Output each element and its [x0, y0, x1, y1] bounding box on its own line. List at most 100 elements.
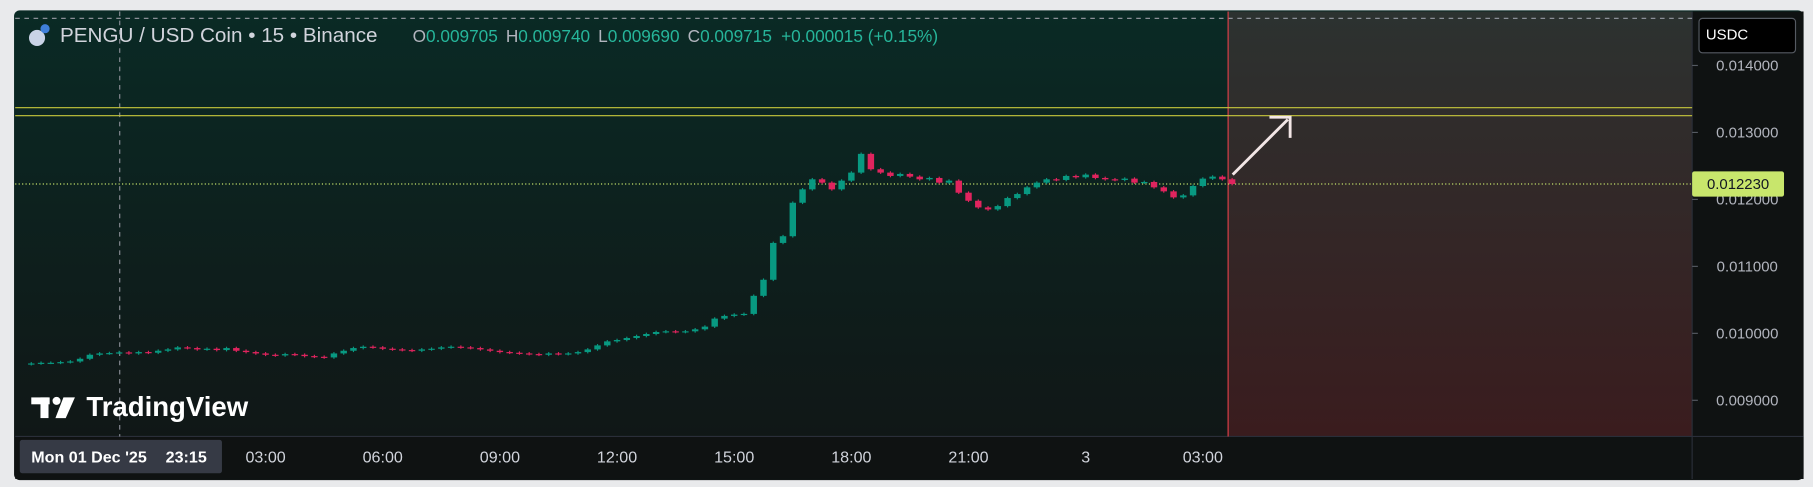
candle-body: [301, 354, 308, 357]
candle-body: [262, 353, 269, 355]
candle-body: [1141, 181, 1148, 184]
candle-body: [438, 347, 445, 349]
candle-body: [584, 349, 591, 353]
candle-body: [272, 354, 279, 356]
candle-body: [76, 358, 84, 362]
candle-body: [770, 242, 777, 280]
candle-body: [428, 348, 435, 350]
candle-body: [194, 348, 201, 350]
x-tick-label: 12:00: [597, 449, 637, 467]
candle-body: [877, 169, 884, 173]
candle-body: [291, 354, 299, 356]
x-tick-label: 09:00: [480, 449, 520, 467]
candle-body: [174, 347, 181, 350]
watermark: TradingView: [86, 391, 248, 422]
candle-body: [233, 348, 240, 351]
candle-body: [867, 153, 875, 170]
candle-body: [115, 352, 123, 354]
x-tick-label: 21:00: [948, 449, 988, 467]
price-axis: [1692, 11, 1804, 479]
logo-part: [55, 397, 75, 419]
candle-body: [652, 331, 660, 335]
ohlc-header: O0.009705 H0.009740 L0.009690 C0.009715 +0.0…: [413, 25, 938, 45]
forecast-zone: [1228, 11, 1693, 437]
candle-body: [1101, 177, 1109, 180]
candle-body: [1199, 178, 1207, 187]
candle-body: [1014, 194, 1021, 199]
candle-body: [350, 348, 357, 351]
candle-body: [37, 362, 45, 364]
candle-body: [662, 331, 670, 333]
plot: [15, 107, 1693, 366]
candle-body: [545, 353, 552, 355]
candle-body: [418, 349, 426, 351]
candle-body: [369, 346, 377, 348]
x-tick-label: 03:00: [245, 449, 285, 467]
candle-body: [994, 206, 1002, 210]
candle-body: [164, 349, 172, 351]
candle-body: [682, 331, 689, 333]
candle-body: [1092, 174, 1099, 178]
candle-body: [936, 177, 943, 183]
candle-body: [701, 326, 709, 330]
candle-body: [672, 331, 679, 333]
y-tick-label: 0.009000: [1716, 392, 1778, 409]
symbol-logo-badge: [40, 24, 50, 34]
candle-body: [721, 315, 728, 319]
x-tick-label: 03:00: [1183, 449, 1223, 467]
candle-body: [1160, 187, 1167, 192]
symbol-logo: [28, 29, 46, 46]
ohlc-value: 0.009705: [426, 25, 498, 45]
candle-body: [887, 172, 894, 176]
candle-body: [643, 334, 650, 337]
candle-body: [799, 189, 806, 203]
candle-body: [1150, 181, 1158, 188]
candle-body: [760, 279, 767, 296]
candle-body: [67, 361, 74, 363]
y-tick-label: 0.014000: [1716, 58, 1778, 75]
candle-body: [1043, 179, 1050, 183]
last-price-box: [1692, 171, 1785, 197]
candle-body: [955, 180, 962, 193]
candle-body: [789, 202, 797, 237]
candle-body: [926, 177, 933, 180]
currency[interactable]: USDC: [1706, 27, 1749, 44]
candle-body: [838, 180, 845, 190]
candle-body: [1004, 198, 1011, 207]
candle-body: [330, 353, 338, 358]
candle-body: [916, 176, 923, 180]
candle-body: [477, 348, 484, 350]
candle-body: [984, 207, 992, 210]
x-tick-label: 15:00: [714, 449, 754, 467]
candle-body: [535, 354, 543, 356]
x-tick-label: 18:00: [831, 449, 871, 467]
candle-body: [213, 348, 220, 351]
candle-body: [223, 348, 230, 351]
candle-body: [1111, 179, 1119, 181]
candle-body: [457, 346, 465, 348]
ohlc-value: 0.009690: [608, 25, 680, 45]
currency-box[interactable]: [1698, 17, 1797, 54]
candle-body: [1053, 179, 1060, 181]
candle-body: [252, 352, 260, 354]
candle-body: [574, 352, 582, 354]
candle-body: [1033, 182, 1041, 188]
candle-body: [496, 350, 504, 353]
candle-body: [340, 350, 347, 354]
candle-body: [106, 353, 113, 355]
crosshair-date: Mon 01 Dec '25: [31, 449, 147, 467]
candle-body: [633, 336, 640, 339]
last-price-label: 0.012230: [1707, 176, 1769, 193]
watermark-logo: [31, 396, 75, 419]
logo-part: [40, 397, 49, 419]
candle-body: [1189, 186, 1197, 196]
candle-body: [623, 338, 631, 341]
candle-body: [1082, 174, 1089, 178]
candle-body: [1131, 178, 1138, 183]
candle-body: [184, 347, 191, 349]
candle-body: [447, 346, 455, 348]
candle-body: [408, 350, 416, 352]
candle-body: [486, 349, 494, 351]
symbol-title: PENGU / USD Coin • 15 • Binance: [60, 24, 378, 47]
candle-body: [1228, 179, 1236, 184]
